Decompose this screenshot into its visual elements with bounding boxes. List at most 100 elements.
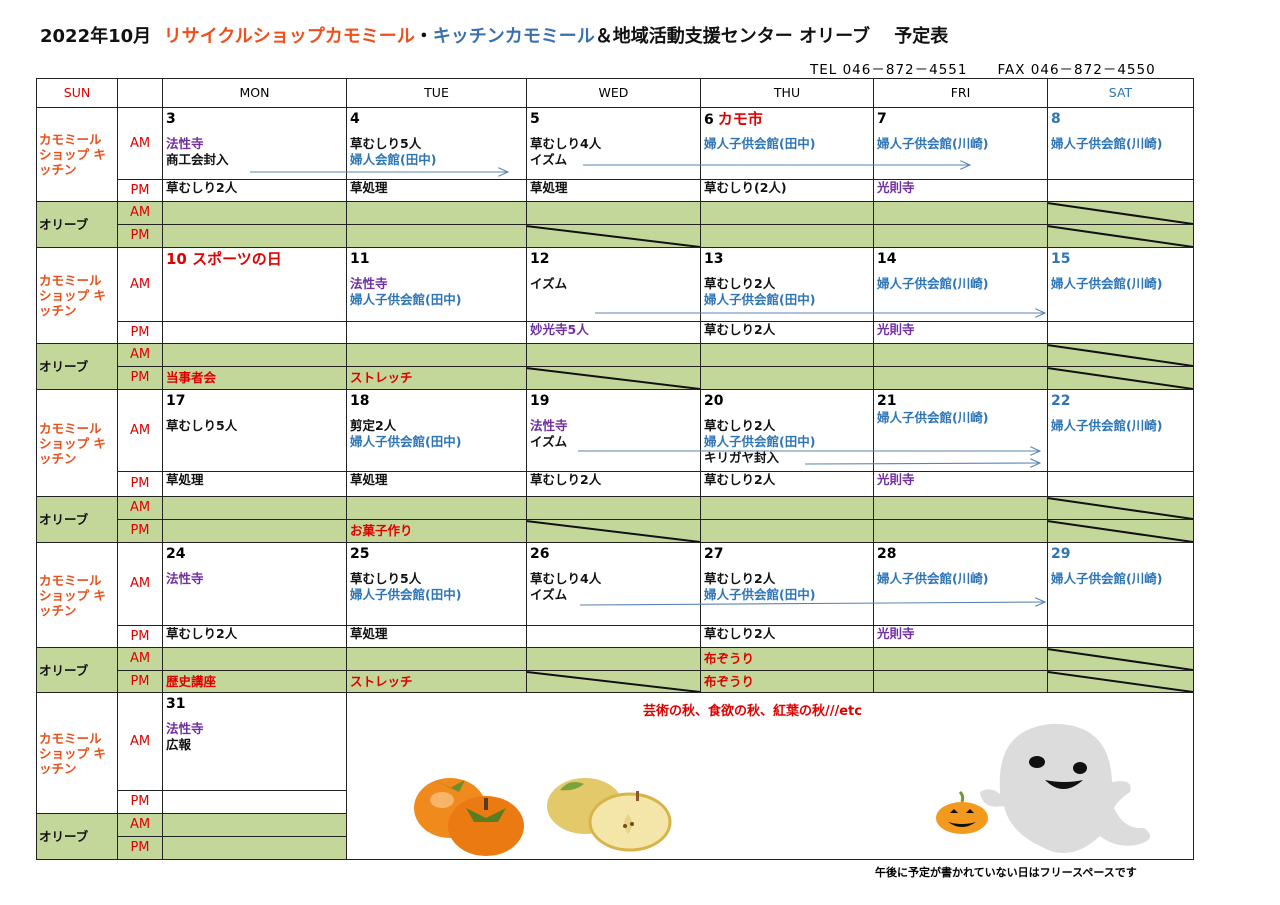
olive-am-cell[interactable] xyxy=(873,496,1048,520)
olive-pm-cell[interactable] xyxy=(873,670,1048,693)
olive-am-cell[interactable] xyxy=(1047,201,1194,225)
day-cell-26[interactable]: 26 草むしり4人 イズム xyxy=(526,542,701,626)
pm-cell[interactable] xyxy=(1047,321,1194,344)
olive-am-cell[interactable] xyxy=(162,343,347,367)
pm-cell[interactable] xyxy=(1047,625,1194,648)
olive-am-cell[interactable] xyxy=(162,201,347,225)
olive-am-cell[interactable] xyxy=(162,496,347,520)
olive-pm-cell[interactable] xyxy=(162,836,347,860)
olive-pm-cell[interactable]: お菓子作り xyxy=(346,519,527,543)
pm-cell[interactable] xyxy=(526,625,701,648)
olive-pm-cell[interactable] xyxy=(700,519,874,543)
day-cell-27[interactable]: 27 草むしり2人 婦人子供会館(田中) xyxy=(700,542,874,626)
olive-pm-cell[interactable]: ストレッチ xyxy=(346,366,527,390)
pm-cell[interactable]: 草むしり2人 xyxy=(700,625,874,648)
olive-am-cell[interactable] xyxy=(1047,343,1194,367)
olive-am-cell[interactable] xyxy=(526,496,701,520)
olive-pm-cell[interactable]: ストレッチ xyxy=(346,670,527,693)
olive-am-cell[interactable] xyxy=(700,496,874,520)
olive-am-cell[interactable] xyxy=(700,343,874,367)
olive-pm-cell[interactable]: 歴史講座 xyxy=(162,670,347,693)
pm-cell[interactable]: 光則寺 xyxy=(873,625,1048,648)
day-cell-18[interactable]: 18 剪定2人 婦人子供会館(田中) xyxy=(346,389,527,472)
olive-pm-cell[interactable] xyxy=(1047,366,1194,390)
pm-cell[interactable]: 草むしり2人 xyxy=(700,321,874,344)
olive-pm-cell[interactable] xyxy=(873,519,1048,543)
day-cell-19[interactable]: 19 法性寺 イズム xyxy=(526,389,701,472)
pm-cell[interactable]: 草むしり2人 xyxy=(162,179,347,202)
day-cell-28[interactable]: 28 婦人子供会館(川崎) xyxy=(873,542,1048,626)
day-cell-21[interactable]: 21 婦人子供会館(川崎) xyxy=(873,389,1048,472)
olive-am-cell[interactable] xyxy=(346,496,527,520)
day-cell-10[interactable]: 10 スポーツの日 xyxy=(162,247,347,322)
pm-cell[interactable]: 草むしり2人 xyxy=(700,471,874,497)
olive-pm-cell[interactable] xyxy=(700,224,874,248)
pm-cell[interactable]: 草処理 xyxy=(346,471,527,497)
olive-pm-cell[interactable] xyxy=(162,224,347,248)
day-cell-20[interactable]: 20 草むしり2人 婦人子供会館(田中) キリガヤ封入 xyxy=(700,389,874,472)
day-cell-14[interactable]: 14 婦人子供会館(川崎) xyxy=(873,247,1048,322)
olive-pm-cell[interactable] xyxy=(873,366,1048,390)
day-cell-24[interactable]: 24 法性寺 xyxy=(162,542,347,626)
day-cell-6[interactable]: 6 カモ市 婦人子供会館(田中) xyxy=(700,107,874,180)
olive-am-cell[interactable] xyxy=(526,343,701,367)
day-cell-7[interactable]: 7 婦人子供会館(川崎) xyxy=(873,107,1048,180)
olive-am-cell[interactable] xyxy=(1047,647,1194,671)
pm-cell[interactable]: 草処理 xyxy=(346,625,527,648)
olive-am-cell[interactable]: 布ぞうり xyxy=(700,647,874,671)
day-cell-3[interactable]: 3 法性寺 商工会封入 xyxy=(162,107,347,180)
pm-cell[interactable]: 光則寺 xyxy=(873,321,1048,344)
pm-cell[interactable] xyxy=(162,790,347,814)
pm-cell[interactable]: 妙光寺5人 xyxy=(526,321,701,344)
pm-cell[interactable]: 草処理 xyxy=(346,179,527,202)
olive-pm-cell[interactable]: 当事者会 xyxy=(162,366,347,390)
pm-cell[interactable] xyxy=(1047,179,1194,202)
olive-am-cell[interactable] xyxy=(346,201,527,225)
day-cell-5[interactable]: 5 草むしり4人 イズム xyxy=(526,107,701,180)
day-cell-17[interactable]: 17 草むしり5人 xyxy=(162,389,347,472)
olive-am-cell[interactable] xyxy=(700,201,874,225)
olive-am-cell[interactable] xyxy=(873,201,1048,225)
olive-pm-cell[interactable] xyxy=(526,670,701,693)
olive-am-cell[interactable] xyxy=(1047,496,1194,520)
day-cell-11[interactable]: 11 法性寺 婦人子供会館(田中) xyxy=(346,247,527,322)
pm-cell[interactable]: 光則寺 xyxy=(873,471,1048,497)
olive-pm-cell[interactable] xyxy=(346,224,527,248)
pm-cell[interactable]: 草処理 xyxy=(162,471,347,497)
olive-pm-cell[interactable] xyxy=(162,519,347,543)
pm-cell[interactable]: 草むしり(2人) xyxy=(700,179,874,202)
pm-cell[interactable] xyxy=(346,321,527,344)
olive-am-cell[interactable] xyxy=(346,343,527,367)
olive-pm-cell[interactable] xyxy=(873,224,1048,248)
day-cell-13[interactable]: 13 草むしり2人 婦人子供会館(田中) xyxy=(700,247,874,322)
olive-pm-cell[interactable] xyxy=(526,366,701,390)
olive-pm-cell[interactable]: 布ぞうり xyxy=(700,670,874,693)
pm-cell[interactable] xyxy=(162,321,347,344)
olive-pm-cell[interactable] xyxy=(526,519,701,543)
olive-pm-cell[interactable] xyxy=(1047,224,1194,248)
pm-cell[interactable]: 光則寺 xyxy=(873,179,1048,202)
pm-cell[interactable]: 草むしり2人 xyxy=(526,471,701,497)
day-cell-25[interactable]: 25 草むしり5人 婦人子供会館(田中) xyxy=(346,542,527,626)
olive-am-cell[interactable] xyxy=(873,343,1048,367)
day-cell-29[interactable]: 29 婦人子供会館(川崎) xyxy=(1047,542,1194,626)
olive-am-cell[interactable] xyxy=(873,647,1048,671)
day-cell-4[interactable]: 4 草むしり5人 婦人会館(田中) xyxy=(346,107,527,180)
olive-am-cell[interactable] xyxy=(162,647,347,671)
olive-am-cell[interactable] xyxy=(526,647,701,671)
olive-pm-cell[interactable] xyxy=(1047,670,1194,693)
pm-cell[interactable] xyxy=(1047,471,1194,497)
olive-am-cell[interactable] xyxy=(162,813,347,837)
day-cell-22[interactable]: 22 婦人子供会館(川崎) xyxy=(1047,389,1194,472)
day-cell-15[interactable]: 15 婦人子供会館(川崎) xyxy=(1047,247,1194,322)
olive-am-cell[interactable] xyxy=(346,647,527,671)
olive-pm-cell[interactable] xyxy=(700,366,874,390)
olive-pm-cell[interactable] xyxy=(1047,519,1194,543)
pm-cell[interactable]: 草むしり2人 xyxy=(162,625,347,648)
day-cell-31[interactable]: 31 法性寺 広報 xyxy=(162,692,347,791)
day-cell-12[interactable]: 12 イズム xyxy=(526,247,701,322)
olive-am-cell[interactable] xyxy=(526,201,701,225)
pm-cell[interactable]: 草処理 xyxy=(526,179,701,202)
olive-pm-cell[interactable] xyxy=(526,224,701,248)
day-cell-8[interactable]: 8 婦人子供会館(川崎) xyxy=(1047,107,1194,180)
